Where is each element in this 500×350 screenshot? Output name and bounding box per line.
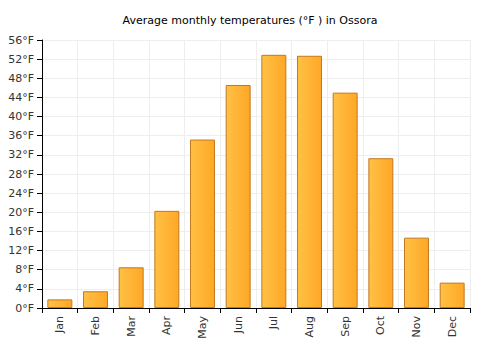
svg-text:Apr: Apr (160, 316, 173, 336)
svg-text:32°F: 32°F (8, 148, 34, 161)
svg-text:Nov: Nov (410, 316, 423, 338)
svg-text:8°F: 8°F (15, 263, 34, 276)
svg-text:56°F: 56°F (8, 34, 34, 47)
svg-text:44°F: 44°F (8, 91, 34, 104)
svg-text:Sep: Sep (339, 316, 352, 337)
svg-text:Mar: Mar (125, 316, 138, 337)
svg-text:Jul: Jul (267, 316, 280, 330)
svg-text:Jan: Jan (53, 316, 66, 334)
svg-text:52°F: 52°F (8, 53, 34, 66)
svg-text:Dec: Dec (446, 316, 459, 337)
svg-text:Feb: Feb (89, 316, 102, 335)
svg-text:0°F: 0°F (15, 302, 34, 315)
svg-text:Oct: Oct (374, 315, 387, 335)
svg-text:28°F: 28°F (8, 168, 34, 181)
svg-text:16°F: 16°F (8, 225, 34, 238)
svg-text:Average monthly temperatures (: Average monthly temperatures (°F ) in Os… (123, 14, 378, 27)
svg-text:12°F: 12°F (8, 244, 34, 257)
svg-text:36°F: 36°F (8, 129, 34, 142)
svg-text:Jun: Jun (232, 316, 245, 334)
svg-text:Aug: Aug (303, 316, 316, 337)
svg-text:4°F: 4°F (15, 282, 34, 295)
svg-text:48°F: 48°F (8, 72, 34, 85)
svg-text:24°F: 24°F (8, 187, 34, 200)
svg-text:40°F: 40°F (8, 110, 34, 123)
svg-text:May: May (196, 316, 209, 339)
svg-text:20°F: 20°F (8, 206, 34, 219)
